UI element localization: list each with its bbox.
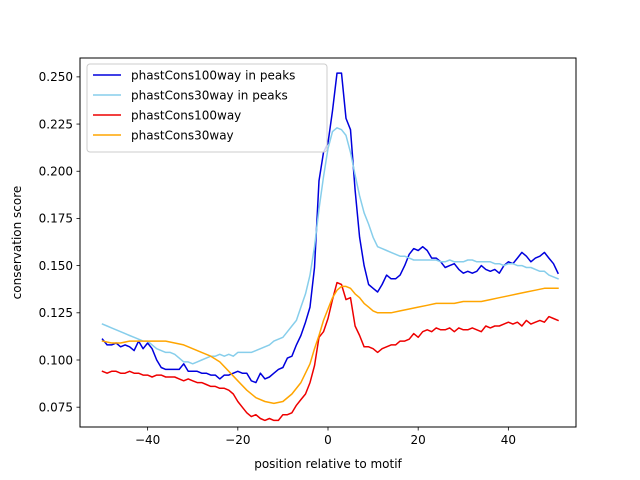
- series-layer: [101, 72, 559, 422]
- y-tick-label: 0.150: [39, 259, 73, 273]
- x-axis-label: position relative to motif: [254, 457, 402, 471]
- series-line-4: [101, 285, 559, 405]
- series-line-1: [101, 72, 559, 384]
- legend-label: phastCons30way in peaks: [131, 89, 288, 103]
- x-tick-label: −20: [225, 433, 250, 447]
- x-tick-label: 0: [324, 433, 332, 447]
- x-axis: −40 −20 0 20 40: [135, 427, 516, 447]
- legend-label: phastCons30way: [131, 129, 234, 143]
- y-axis: 0.075 0.100 0.125 0.150 0.175 0.200 0.225 0.250: [39, 70, 80, 414]
- y-tick-label: 0.250: [39, 70, 73, 84]
- series-line-2: [101, 127, 559, 365]
- y-tick-label: 0.225: [39, 117, 73, 131]
- y-tick-label: 0.200: [39, 165, 73, 179]
- y-tick-label: 0.175: [39, 212, 73, 226]
- x-tick-label: −40: [135, 433, 160, 447]
- legend-box: [86, 63, 328, 153]
- y-tick-label: 0.100: [39, 353, 73, 367]
- x-tick-label: 20: [411, 433, 426, 447]
- legend-label: phastCons100way: [131, 109, 241, 123]
- y-tick-label: 0.125: [39, 306, 73, 320]
- y-axis-label: conservation score: [10, 186, 24, 300]
- series-line-3: [101, 281, 559, 422]
- legend: phastCons100way in peaks phastCons30way i…: [86, 63, 328, 153]
- x-tick-label: 40: [501, 433, 516, 447]
- y-tick-label: 0.075: [39, 400, 73, 414]
- legend-label: phastCons100way in peaks: [131, 69, 295, 83]
